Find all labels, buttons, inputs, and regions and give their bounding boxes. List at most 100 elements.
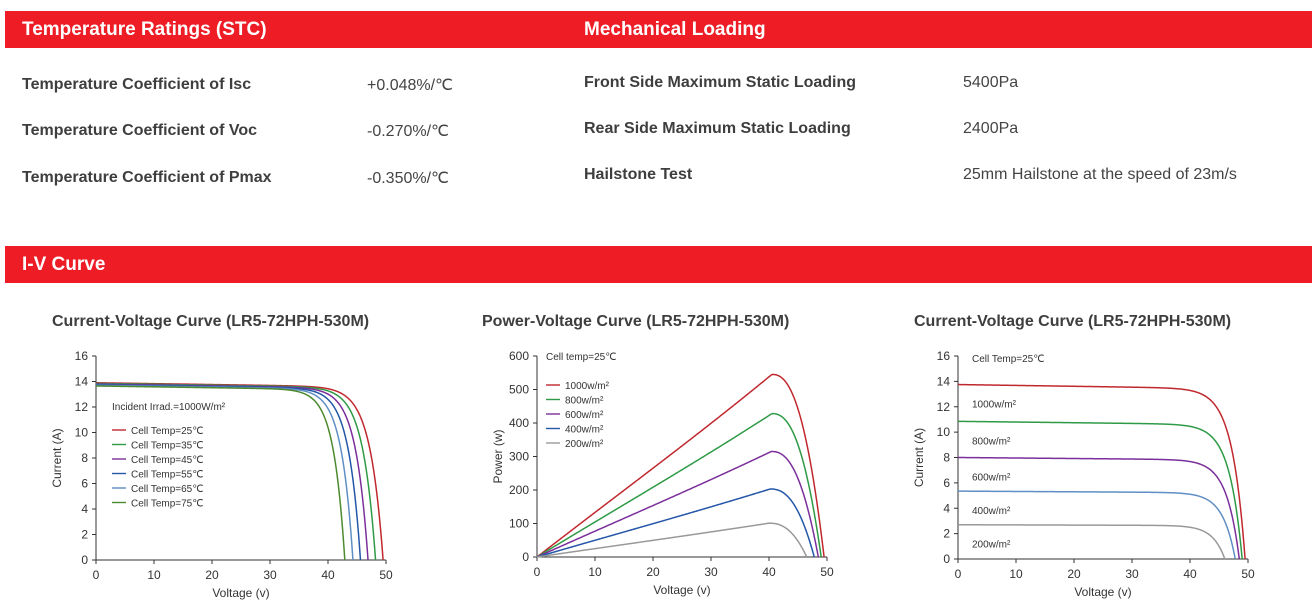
x-tick-label: 0 <box>534 565 541 579</box>
y-tick-label: 200 <box>509 483 529 497</box>
series-line-0 <box>957 383 1246 560</box>
series-line-0 <box>536 373 825 558</box>
y-axis-label: Power (w) <box>491 429 505 483</box>
section-header-band: Temperature Ratings (STC) Mechanical Loa… <box>5 11 1312 48</box>
temperature-ratings-title: Temperature Ratings (STC) <box>22 19 267 40</box>
y-tick-label: 400 <box>509 416 529 430</box>
legend-label-3: 400w/m² <box>565 425 604 436</box>
y-tick-label: 2 <box>943 527 950 541</box>
legend-label-0: 1000w/m² <box>565 381 610 392</box>
x-tick-label: 30 <box>1125 567 1139 581</box>
legend-label-2: Cell Temp=45℃ <box>131 455 203 466</box>
temp-coef-pmax-value: -0.350%/℃ <box>367 170 450 187</box>
series-line-4 <box>536 522 808 558</box>
iv-irradiance-chart: 0 2 4 6 8 10 12 14 16 0 10 20 30 40 50 Voltage (v) Curre… <box>912 349 1255 599</box>
y-tick-label: 4 <box>81 502 88 516</box>
y-tick-label: 14 <box>75 375 89 389</box>
chart-annotation: Cell Temp=25℃ <box>972 354 1044 365</box>
y-tick-label: 600 <box>509 349 529 363</box>
y-tick-label: 0 <box>943 552 950 566</box>
legend-label-0: Cell Temp=25℃ <box>131 426 203 437</box>
series-line-5 <box>95 385 346 561</box>
series-line-4 <box>957 523 1226 560</box>
series-line-2 <box>536 450 820 558</box>
x-tick-label: 20 <box>646 565 660 579</box>
x-tick-label: 10 <box>147 568 161 582</box>
x-axis-label: Voltage (v) <box>653 583 710 597</box>
x-tick-label: 50 <box>820 565 834 579</box>
chart-1-title: Current-Voltage Curve (LR5-72HPH-530M) <box>52 313 370 330</box>
y-tick-label: 10 <box>937 425 951 439</box>
y-tick-label: 4 <box>943 501 950 515</box>
series-label-3: 400w/m² <box>972 506 1011 517</box>
rear-static-loading-value: 2400Pa <box>963 120 1019 137</box>
x-tick-label: 40 <box>1183 567 1197 581</box>
series-line-1 <box>536 412 822 558</box>
hailstone-test-label: Hailstone Test <box>584 166 693 183</box>
series-label-1: 800w/m² <box>972 436 1011 447</box>
iv-temperature-chart: 0 2 4 6 8 10 12 14 16 0 10 20 30 40 50 Voltage (v) Curre… <box>50 349 393 600</box>
y-tick-label: 300 <box>509 450 529 464</box>
y-tick-label: 2 <box>81 528 88 542</box>
x-tick-label: 0 <box>955 567 962 581</box>
front-static-loading-label: Front Side Maximum Static Loading <box>584 74 857 91</box>
temp-coef-pmax-label: Temperature Coefficient of Pmax <box>22 169 272 186</box>
temp-coef-voc-value: -0.270%/℃ <box>367 123 450 140</box>
rear-static-loading-label: Rear Side Maximum Static Loading <box>584 120 851 137</box>
series-label-2: 600w/m² <box>972 473 1011 484</box>
y-axis-label: Current (A) <box>50 428 64 487</box>
legend-label-3: Cell Temp=55℃ <box>131 470 203 481</box>
x-tick-label: 20 <box>205 568 219 582</box>
x-tick-label: 0 <box>93 568 100 582</box>
x-axis-label: Voltage (v) <box>212 586 269 600</box>
chart-annotation: Incident Irrad.=1000W/m² <box>112 402 226 413</box>
x-tick-label: 20 <box>1067 567 1081 581</box>
x-tick-label: 30 <box>704 565 718 579</box>
y-tick-label: 8 <box>81 451 88 465</box>
hailstone-test-value: 25mm Hailstone at the speed of 23m/s <box>963 166 1237 183</box>
mechanical-loading-title: Mechanical Loading <box>584 19 766 40</box>
chart-annotation: Cell temp=25℃ <box>546 352 616 363</box>
x-tick-label: 10 <box>1009 567 1023 581</box>
temp-coef-isc-label: Temperature Coefficient of Isc <box>22 76 252 93</box>
series-line-3 <box>957 490 1236 560</box>
y-tick-label: 16 <box>75 349 89 363</box>
x-tick-label: 50 <box>379 568 393 582</box>
y-tick-label: 14 <box>937 374 951 388</box>
y-tick-label: 500 <box>509 383 529 397</box>
y-tick-label: 6 <box>81 477 88 491</box>
y-tick-label: 100 <box>509 517 529 531</box>
legend-label-5: Cell Temp=75℃ <box>131 499 203 510</box>
legend-label-1: Cell Temp=35℃ <box>131 441 203 452</box>
front-static-loading-value: 5400Pa <box>963 74 1019 91</box>
y-tick-label: 16 <box>937 349 951 363</box>
y-tick-label: 0 <box>81 553 88 567</box>
legend-label-4: Cell Temp=65℃ <box>131 484 203 495</box>
y-tick-label: 10 <box>75 426 89 440</box>
x-tick-label: 30 <box>263 568 277 582</box>
legend-label-1: 800w/m² <box>565 396 604 407</box>
x-tick-label: 40 <box>321 568 335 582</box>
legend-label-4: 200w/m² <box>565 439 604 450</box>
y-tick-label: 0 <box>522 550 529 564</box>
y-tick-label: 6 <box>943 476 950 490</box>
chart-3-title: Current-Voltage Curve (LR5-72HPH-530M) <box>914 313 1232 330</box>
iv-curve-title: I-V Curve <box>22 254 106 275</box>
iv-curve-header-band: I-V Curve <box>5 246 1312 283</box>
series-line-1 <box>957 420 1243 560</box>
y-tick-label: 12 <box>937 400 951 414</box>
series-line-2 <box>957 456 1241 560</box>
legend-label-2: 600w/m² <box>565 410 604 421</box>
temp-coef-voc-label: Temperature Coefficient of Voc <box>22 122 257 139</box>
series-line-3 <box>536 488 815 558</box>
temp-coef-isc-value: +0.048%/℃ <box>367 77 454 94</box>
x-tick-label: 40 <box>762 565 776 579</box>
y-axis-label: Current (A) <box>912 428 926 487</box>
pv-irradiance-chart: 0 100 200 300 400 500 600 0 10 20 30 40 50 Voltage (v… <box>491 349 834 597</box>
y-tick-label: 12 <box>75 400 89 414</box>
y-tick-label: 8 <box>943 451 950 465</box>
x-tick-label: 50 <box>1241 567 1255 581</box>
series-label-0: 1000w/m² <box>972 400 1017 411</box>
x-axis-label: Voltage (v) <box>1074 585 1131 599</box>
chart-2-title: Power-Voltage Curve (LR5-72HPH-530M) <box>482 313 790 330</box>
